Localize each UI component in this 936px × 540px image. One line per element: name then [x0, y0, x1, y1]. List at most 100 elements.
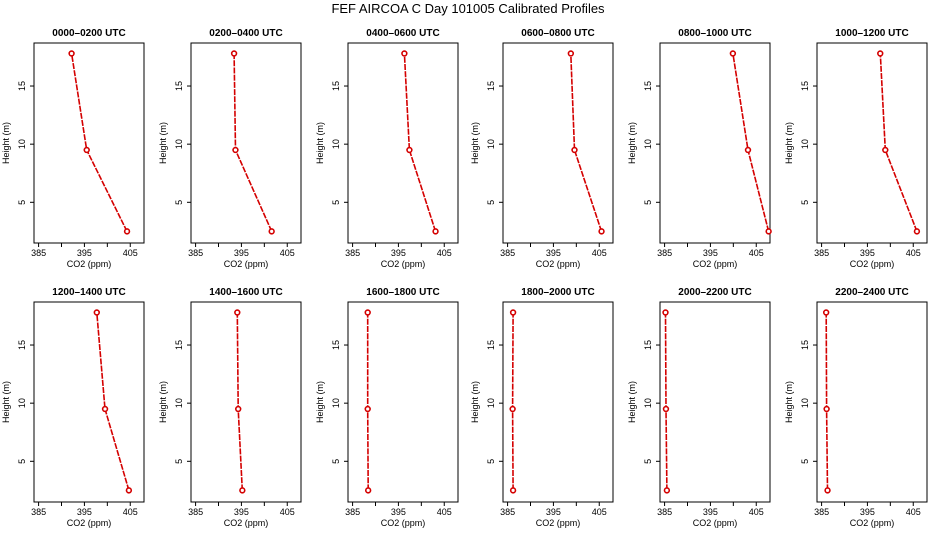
profile-line — [366, 312, 369, 491]
profile-line — [511, 312, 514, 491]
panel-title: 1800–2000 UTC — [521, 287, 594, 298]
y-axis-label: Height (m) — [627, 122, 637, 164]
profile-point — [913, 228, 921, 235]
y-tick-label: 10 — [17, 139, 27, 149]
profile-point — [230, 50, 238, 57]
x-axis-label: CO2 (ppm) — [536, 518, 581, 528]
profile-point — [823, 405, 830, 413]
y-tick-label: 5 — [331, 200, 341, 205]
x-tick-label: 385 — [188, 507, 203, 517]
y-tick-label: 10 — [643, 139, 653, 149]
x-tick-label: 395 — [703, 507, 718, 517]
profile-point — [68, 50, 75, 57]
profile-point — [571, 146, 578, 154]
profile-panel: 1800–2000 UTC 385 395 405 5 10 15 CO2 (ppm) Heig… — [470, 287, 614, 528]
y-axis-label: Height (m) — [315, 381, 325, 423]
plot-frame — [347, 42, 459, 244]
profile-line — [825, 312, 829, 491]
x-tick-label: 395 — [77, 248, 92, 258]
x-tick-label: 405 — [123, 507, 138, 517]
y-tick-label: 15 — [331, 340, 341, 350]
panel-title: 0800–1000 UTC — [678, 28, 751, 39]
y-tick-label: 10 — [331, 398, 341, 408]
profile-panel: 0600–0800 UTC 385 395 405 5 10 15 CO2 (ppm) Heig… — [470, 28, 614, 269]
x-axis-label: CO2 (ppm) — [67, 518, 112, 528]
figure-title: FEF AIRCOA C Day 101005 Calibrated Profi… — [331, 1, 605, 16]
y-tick-label: 15 — [17, 81, 27, 91]
x-tick-label: 385 — [500, 507, 515, 517]
profile-point — [364, 487, 372, 494]
plot-frame — [816, 42, 928, 244]
profile-point — [101, 405, 109, 413]
y-tick-label: 15 — [486, 81, 496, 91]
x-axis-label: CO2 (ppm) — [693, 259, 738, 269]
y-axis-label: Height (m) — [158, 381, 168, 423]
x-tick-label: 405 — [749, 248, 764, 258]
profile-point — [822, 309, 830, 316]
profile-panel: 2000–2200 UTC 385 395 405 5 10 15 CO2 (ppm) Heig… — [627, 287, 771, 528]
x-tick-label: 395 — [234, 248, 249, 258]
y-tick-label: 5 — [17, 459, 27, 464]
x-tick-label: 405 — [906, 507, 921, 517]
y-tick-label: 5 — [331, 459, 341, 464]
panel-title: 2000–2200 UTC — [678, 287, 751, 298]
x-tick-label: 395 — [546, 248, 561, 258]
x-tick-label: 405 — [749, 507, 764, 517]
profile-point — [125, 487, 133, 494]
profile-point — [765, 228, 772, 235]
y-tick-label: 5 — [486, 200, 496, 205]
x-tick-label: 405 — [437, 248, 452, 258]
profile-point — [509, 309, 517, 316]
profile-panel: 1200–1400 UTC 385 395 405 5 10 15 CO2 (ppm) Heig… — [1, 287, 145, 528]
y-tick-label: 10 — [486, 139, 496, 149]
plot-frame — [347, 301, 459, 503]
panel-title: 0200–0400 UTC — [209, 28, 282, 39]
profile-panel: 0800–1000 UTC 385 395 405 5 10 15 CO2 (ppm) Heig… — [627, 28, 772, 269]
plot-frame — [659, 301, 771, 503]
x-tick-label: 395 — [860, 507, 875, 517]
y-tick-label: 10 — [331, 139, 341, 149]
profile-point — [401, 50, 408, 57]
x-axis-label: CO2 (ppm) — [536, 259, 581, 269]
y-tick-label: 15 — [331, 81, 341, 91]
x-axis-label: CO2 (ppm) — [850, 259, 895, 269]
profile-line — [570, 53, 603, 232]
x-tick-label: 385 — [500, 248, 515, 258]
x-tick-label: 395 — [234, 507, 249, 517]
panels-grid: 0000–0200 UTC 385 395 405 5 10 15 CO2 (ppm) Heig… — [1, 28, 928, 528]
profile-line — [732, 53, 770, 232]
y-tick-label: 5 — [800, 459, 810, 464]
y-tick-label: 10 — [643, 398, 653, 408]
profile-point — [123, 228, 131, 235]
plot-frame — [33, 301, 145, 503]
y-tick-label: 15 — [17, 340, 27, 350]
x-axis-label: CO2 (ppm) — [224, 259, 269, 269]
x-tick-label: 385 — [345, 248, 360, 258]
y-tick-label: 10 — [174, 398, 184, 408]
x-tick-label: 385 — [657, 248, 672, 258]
x-tick-label: 385 — [31, 507, 46, 517]
y-tick-label: 5 — [800, 200, 810, 205]
profile-point — [509, 487, 517, 494]
x-tick-label: 405 — [280, 248, 295, 258]
plot-frame — [659, 42, 771, 244]
y-axis-label: Height (m) — [470, 122, 480, 164]
x-axis-label: CO2 (ppm) — [224, 518, 269, 528]
x-tick-label: 395 — [546, 507, 561, 517]
x-tick-label: 395 — [703, 248, 718, 258]
profile-point — [824, 487, 831, 494]
y-tick-label: 15 — [643, 340, 653, 350]
plot-frame — [190, 42, 302, 244]
x-tick-label: 405 — [906, 248, 921, 258]
profile-point — [882, 146, 889, 154]
profile-point — [235, 405, 242, 413]
x-axis-label: CO2 (ppm) — [850, 518, 895, 528]
panel-title: 0600–0800 UTC — [521, 28, 594, 39]
y-tick-label: 5 — [17, 200, 27, 205]
profile-panel: 1400–1600 UTC 385 395 405 5 10 15 CO2 (ppm) Heig… — [158, 287, 302, 528]
profile-panel: 0000–0200 UTC 385 395 405 5 10 15 CO2 (ppm) Heig… — [1, 28, 145, 269]
y-tick-label: 15 — [800, 340, 810, 350]
x-tick-label: 405 — [592, 507, 607, 517]
x-tick-label: 405 — [123, 248, 138, 258]
x-axis-label: CO2 (ppm) — [67, 259, 112, 269]
